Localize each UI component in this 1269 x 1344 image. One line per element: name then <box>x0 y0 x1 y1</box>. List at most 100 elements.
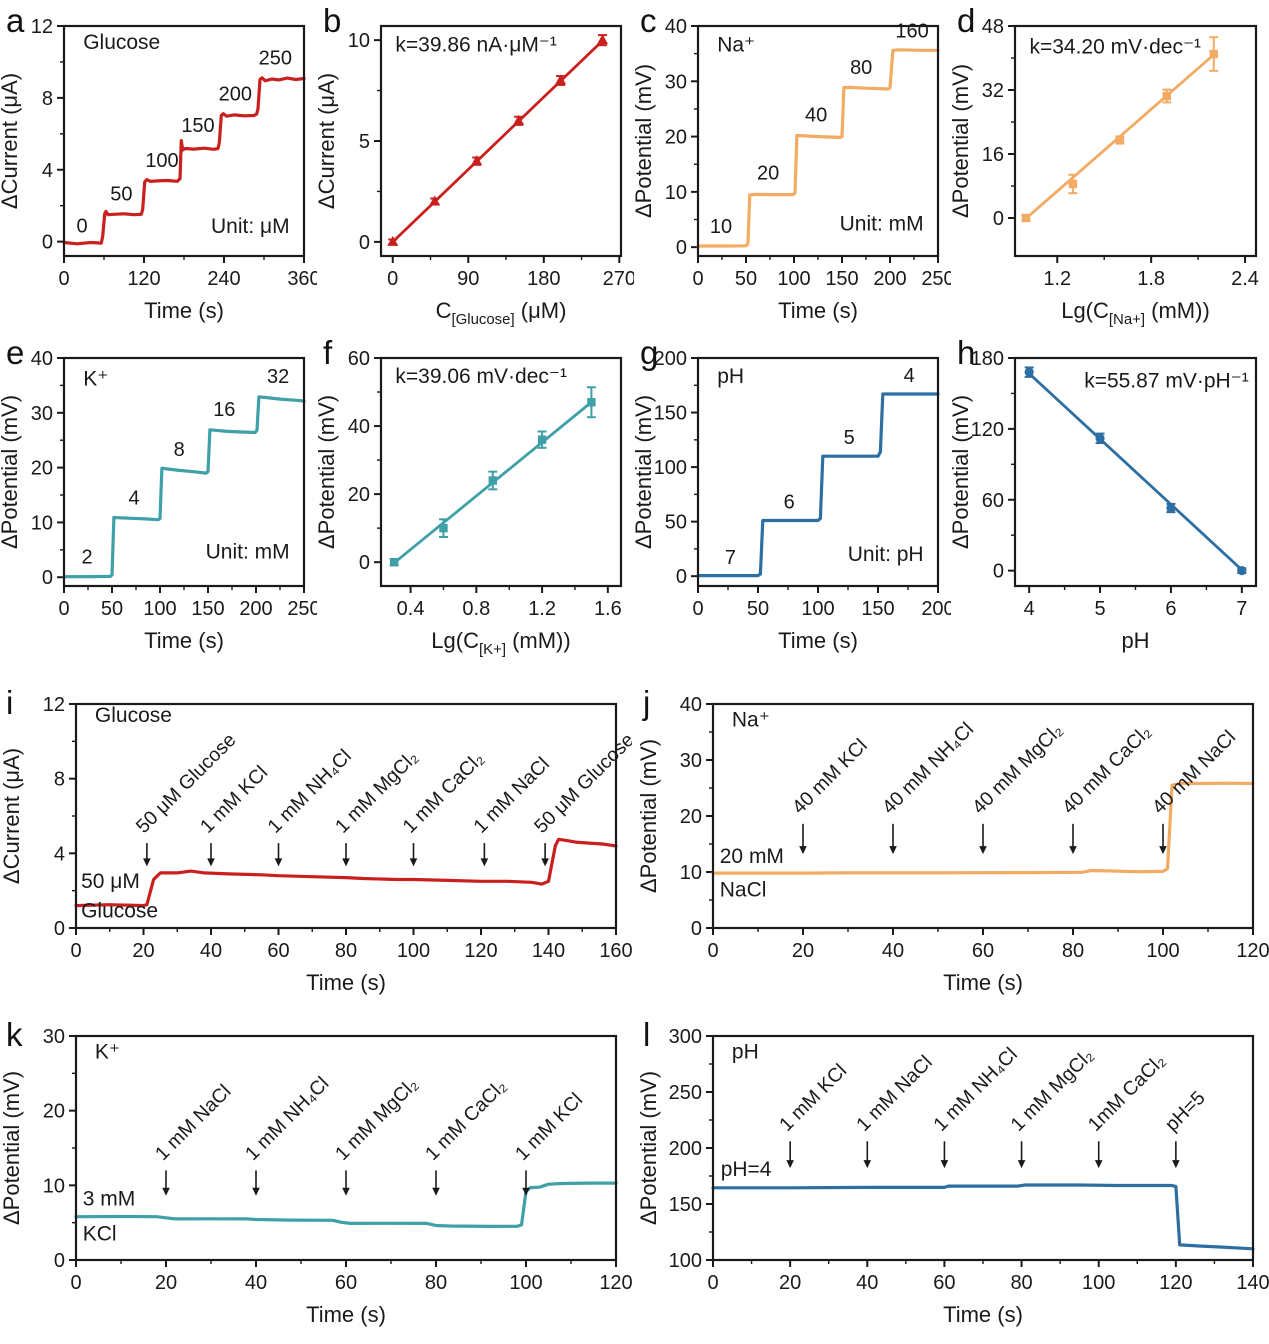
svg-text:20: 20 <box>132 940 154 962</box>
svg-text:16: 16 <box>213 399 235 421</box>
svg-text:120: 120 <box>1236 940 1269 962</box>
svg-text:4: 4 <box>904 365 915 387</box>
svg-text:5: 5 <box>844 427 855 449</box>
svg-text:8: 8 <box>42 88 53 110</box>
chart-na-response: 0 50 100 150 200 250 0 10 20 30 40 Time (s) ΔPotenti… <box>634 16 951 323</box>
svg-text:40: 40 <box>348 416 370 438</box>
svg-text:100: 100 <box>669 1250 702 1272</box>
svg-text:ΔPotential (mV): ΔPotential (mV) <box>951 64 973 218</box>
svg-text:ΔPotential (mV): ΔPotential (mV) <box>637 1071 661 1225</box>
svg-text:100: 100 <box>145 150 178 172</box>
svg-text:200: 200 <box>219 84 252 106</box>
svg-text:50: 50 <box>665 512 687 534</box>
panel-k: k 0 20 40 60 80 100 120 0 10 20 30 Time (s) ΔPotenti… <box>0 1014 632 1344</box>
svg-text:20: 20 <box>43 1101 65 1123</box>
chart-k-calibration: 0.4 0.8 1.2 1.6 0 20 40 60 Lg(C[K+] (mM)) ΔPotent… <box>317 348 623 658</box>
svg-text:20 mM: 20 mM <box>720 845 784 868</box>
panel-g: g 0 50 100 150 200 0 50 100 150 200 Time (s) ΔPoten… <box>634 332 951 662</box>
svg-text:k=39.86 nA·μM⁻¹: k=39.86 nA·μM⁻¹ <box>395 33 557 56</box>
panel-letter-d: d <box>957 2 976 39</box>
svg-text:pH: pH <box>717 365 744 388</box>
svg-text:Time (s): Time (s) <box>943 970 1023 995</box>
svg-text:8: 8 <box>174 439 185 461</box>
svg-text:0: 0 <box>692 268 703 290</box>
panel-a: a 0 120 240 360 0 4 8 12 Time (s) ΔCurrent (μA) 0 5… <box>0 0 317 332</box>
svg-text:0: 0 <box>692 598 703 620</box>
svg-text:140: 140 <box>1236 1272 1269 1294</box>
chart-glucose-selectivity: 0 20 40 60 80 100 120 140 160 0 4 8 12 Time (s) ΔCurre… <box>0 694 632 995</box>
svg-text:Time (s): Time (s) <box>306 970 386 995</box>
svg-text:120: 120 <box>464 940 497 962</box>
svg-text:7: 7 <box>1236 598 1247 620</box>
svg-text:120: 120 <box>1159 1272 1192 1294</box>
svg-text:100: 100 <box>801 598 834 620</box>
panel-letter-k: k <box>6 1016 23 1053</box>
svg-text:250: 250 <box>669 1082 702 1104</box>
svg-text:100: 100 <box>397 940 430 962</box>
svg-text:40: 40 <box>882 940 904 962</box>
svg-text:10: 10 <box>710 216 732 238</box>
panel-letter-c: c <box>640 2 657 39</box>
svg-text:50: 50 <box>110 183 132 205</box>
panel-letter-e: e <box>6 334 25 371</box>
svg-text:48: 48 <box>982 16 1004 38</box>
svg-text:30: 30 <box>665 71 687 93</box>
svg-text:pH: pH <box>732 1040 759 1063</box>
chart-ph-calibration: 4 5 6 7 0 60 120 180 pH ΔPotential (mV) k=55.87 mV… <box>951 348 1258 653</box>
svg-text:12: 12 <box>31 16 53 38</box>
svg-text:200: 200 <box>654 348 687 370</box>
svg-text:60: 60 <box>335 1272 357 1294</box>
svg-text:0: 0 <box>707 940 718 962</box>
svg-text:120: 120 <box>127 268 160 290</box>
svg-text:80: 80 <box>1062 940 1084 962</box>
svg-text:Glucose: Glucose <box>95 704 172 727</box>
svg-text:100: 100 <box>654 457 687 479</box>
svg-text:0: 0 <box>42 232 53 254</box>
svg-text:10: 10 <box>680 862 702 884</box>
svg-text:4: 4 <box>1024 598 1035 620</box>
chart-glucose-response: 0 120 240 360 0 4 8 12 Time (s) ΔCurrent (μA) 0 50 1… <box>0 16 317 323</box>
svg-text:Time (s): Time (s) <box>778 298 858 323</box>
svg-text:ΔPotential (mV): ΔPotential (mV) <box>951 395 973 549</box>
svg-text:Unit: mM: Unit: mM <box>840 213 924 236</box>
panel-j: j 0 20 40 60 80 100 120 0 10 20 30 40 Time (s) ΔPoten… <box>637 682 1269 1012</box>
svg-text:80: 80 <box>335 940 357 962</box>
svg-text:20: 20 <box>757 163 779 185</box>
panel-b: b 0 90 180 270 0 5 10 C[Glucose] (μM) ΔCurrent (… <box>317 0 634 332</box>
svg-text:0.8: 0.8 <box>462 598 490 620</box>
svg-text:12: 12 <box>43 694 65 716</box>
svg-text:7: 7 <box>725 547 736 569</box>
svg-text:Time (s): Time (s) <box>943 1302 1023 1327</box>
svg-text:100: 100 <box>509 1272 542 1294</box>
svg-text:40: 40 <box>200 940 222 962</box>
svg-text:ΔCurrent (μA): ΔCurrent (μA) <box>317 73 339 209</box>
svg-text:Na⁺: Na⁺ <box>732 708 770 731</box>
svg-text:40: 40 <box>680 694 702 716</box>
panel-c: c 0 50 100 150 200 250 0 10 20 30 40 Time (s) ΔPoten… <box>634 0 951 332</box>
svg-text:30: 30 <box>43 1026 65 1048</box>
svg-text:0: 0 <box>76 216 87 238</box>
svg-text:20: 20 <box>680 806 702 828</box>
svg-text:40: 40 <box>805 105 827 127</box>
svg-text:150: 150 <box>861 598 894 620</box>
svg-text:50: 50 <box>735 268 757 290</box>
svg-text:10: 10 <box>665 182 687 204</box>
svg-text:6: 6 <box>1165 598 1176 620</box>
svg-text:k=39.06 mV·dec⁻¹: k=39.06 mV·dec⁻¹ <box>395 365 567 388</box>
svg-text:Time (s): Time (s) <box>144 298 224 323</box>
svg-text:0: 0 <box>70 1272 81 1294</box>
chart-ph-selectivity: 0 20 40 60 80 100 120 140 100 150 200 250 300 Time (s… <box>637 1026 1269 1327</box>
svg-text:180: 180 <box>971 348 1004 370</box>
svg-text:0: 0 <box>707 1272 718 1294</box>
svg-text:Lg(C[Na+] (mM)): Lg(C[Na+] (mM)) <box>1061 298 1210 328</box>
svg-text:k=55.87 mV·pH⁻¹: k=55.87 mV·pH⁻¹ <box>1084 370 1249 393</box>
svg-text:2: 2 <box>81 547 92 569</box>
svg-text:100: 100 <box>143 598 176 620</box>
svg-text:150: 150 <box>825 268 858 290</box>
svg-text:50: 50 <box>101 598 123 620</box>
svg-text:250: 250 <box>287 598 317 620</box>
svg-text:160: 160 <box>599 940 632 962</box>
svg-text:20: 20 <box>348 484 370 506</box>
panel-letter-b: b <box>323 2 342 39</box>
